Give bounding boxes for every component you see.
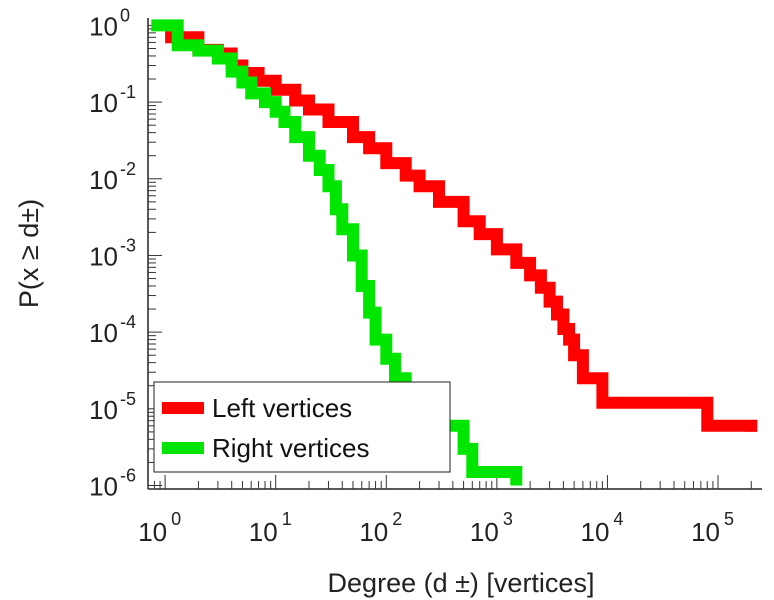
y-tick-label: 10 (89, 471, 118, 501)
x-tick-exponent: 2 (392, 509, 402, 529)
y-tick-label: 10 (89, 165, 118, 195)
y-tick-exponent: -2 (120, 159, 136, 179)
tick-labels: 10 010 -110 -210 -310 -410 -510 -610 0 10 1 10 2 10 3 1… (89, 5, 734, 547)
y-tick-exponent: -1 (120, 82, 136, 102)
y-tick-label: 10 (89, 88, 118, 118)
y-tick-exponent: -3 (120, 235, 136, 255)
x-tick-exponent: 5 (724, 509, 734, 529)
y-tick-exponent: 0 (120, 5, 130, 25)
x-tick-exponent: 3 (503, 509, 513, 529)
x-tick-label: 10 (581, 517, 610, 547)
x-tick-label: 10 (249, 517, 278, 547)
x-tick-label: 10 (138, 517, 167, 547)
y-tick-label: 10 (89, 241, 118, 271)
legend-label-left-vertices: Left vertices (212, 393, 352, 423)
x-tick-label: 10 (359, 517, 388, 547)
axis-titles: Degree (d ±) [vertices] P(x ≥ d±) (14, 199, 594, 598)
series-line-left-vertices (165, 31, 758, 432)
y-tick-label: 10 (89, 395, 118, 425)
y-tick-label: 10 (89, 11, 118, 41)
legend-box (153, 381, 451, 473)
x-tick-exponent: 4 (613, 509, 623, 529)
x-axis-title: Degree (d ±) [vertices] (328, 568, 595, 598)
x-tick-exponent: 0 (171, 509, 181, 529)
legend: Left vertices Right vertices (153, 381, 451, 473)
y-axis-title: P(x ≥ d±) (14, 199, 44, 308)
y-tick-exponent: -4 (120, 312, 136, 332)
x-tick-label: 10 (470, 517, 499, 547)
y-tick-exponent: -6 (120, 465, 136, 485)
x-tick-exponent: 1 (282, 509, 292, 529)
y-tick-label: 10 (89, 318, 118, 348)
y-tick-exponent: -5 (120, 389, 136, 409)
x-tick-label: 10 (691, 517, 720, 547)
legend-label-right-vertices: Right vertices (212, 433, 370, 463)
